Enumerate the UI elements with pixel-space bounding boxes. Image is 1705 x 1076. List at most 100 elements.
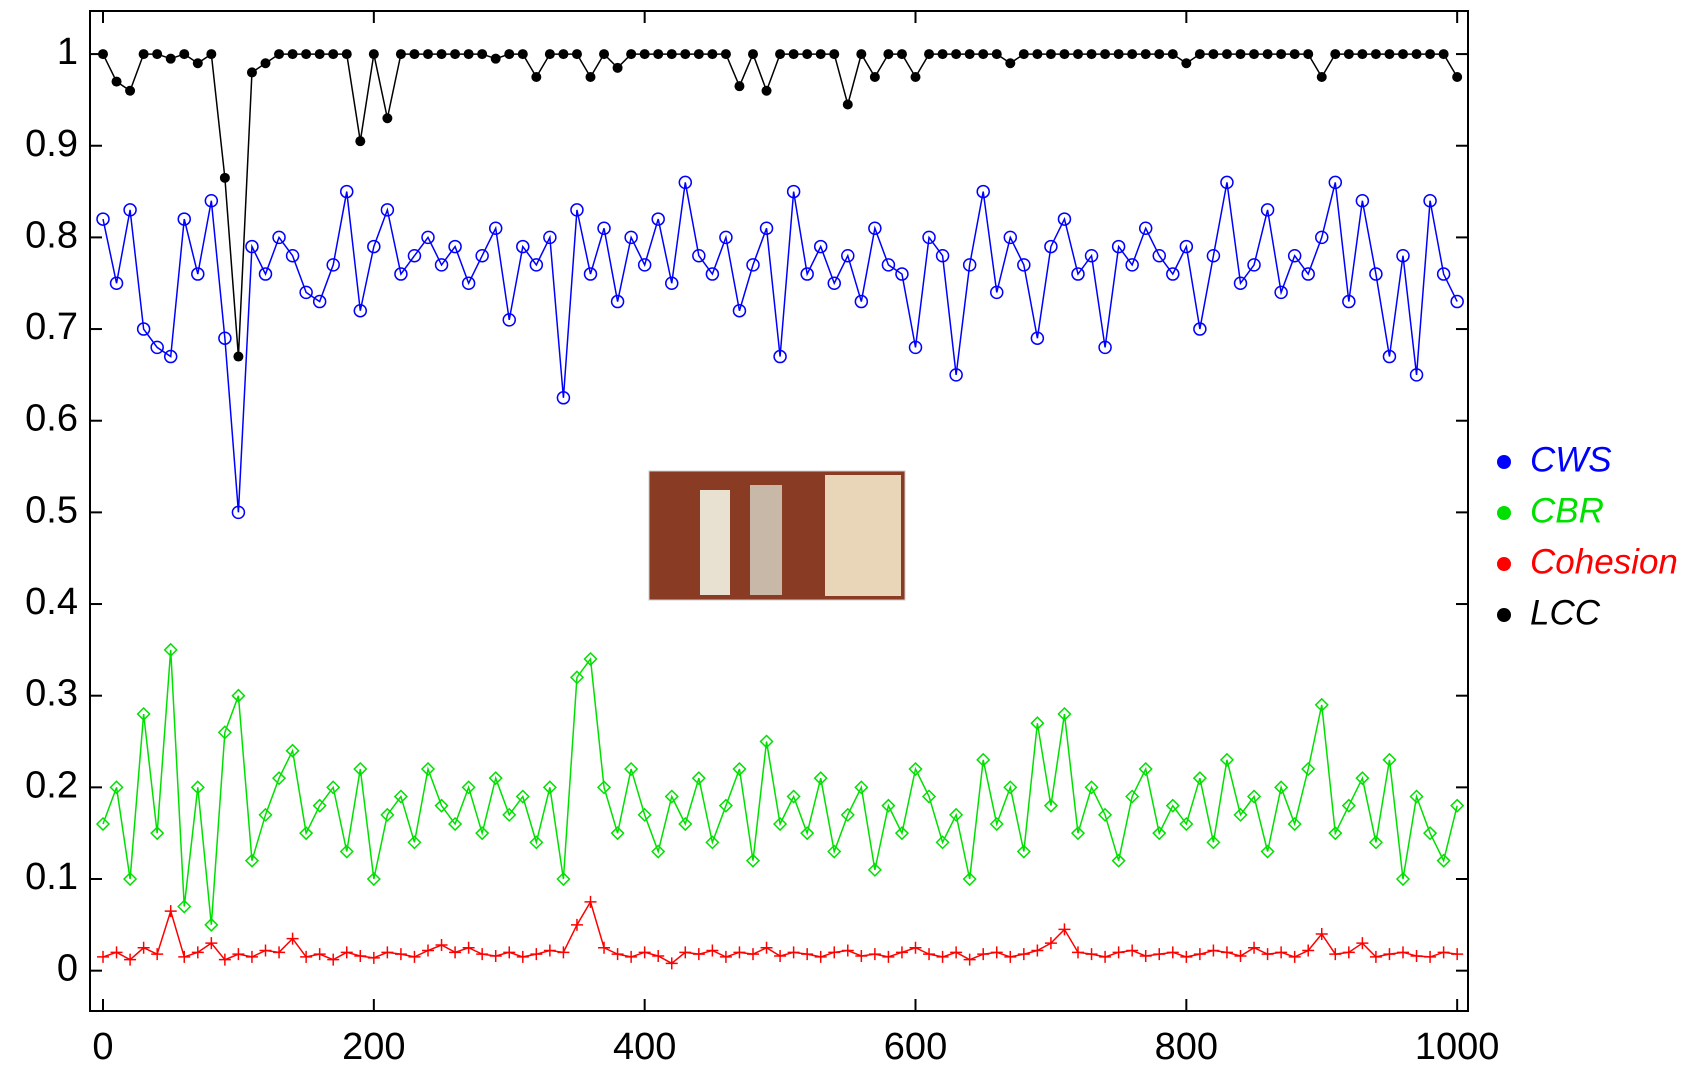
marker (638, 946, 651, 959)
marker (935, 248, 950, 263)
marker (380, 807, 395, 822)
marker (423, 49, 433, 60)
marker (813, 771, 828, 786)
y-tick-label: 1 (57, 31, 78, 73)
y-tick-label: 0.6 (25, 398, 78, 440)
y-tick-label: 0.7 (25, 306, 78, 348)
marker (840, 807, 855, 822)
marker (1165, 798, 1180, 813)
marker (204, 193, 219, 208)
marker (1111, 853, 1126, 868)
marker (924, 49, 935, 60)
marker (394, 948, 407, 961)
marker (1234, 950, 1247, 963)
marker (1303, 49, 1314, 60)
marker (570, 203, 584, 217)
marker (1382, 349, 1397, 364)
series (95, 642, 1465, 932)
marker (488, 771, 503, 786)
marker (759, 734, 774, 749)
marker (855, 950, 868, 963)
marker (786, 789, 801, 804)
marker (556, 391, 571, 405)
marker (1100, 49, 1111, 60)
marker (259, 944, 272, 957)
marker (515, 789, 530, 804)
marker (1181, 58, 1192, 69)
marker (1436, 853, 1451, 868)
marker (123, 871, 138, 887)
marker (136, 322, 151, 336)
marker (1247, 258, 1261, 272)
legend-label: CWS (1530, 440, 1612, 479)
marker (164, 905, 177, 918)
marker (463, 49, 474, 60)
marker (990, 946, 1003, 959)
marker (395, 49, 406, 60)
marker (1356, 937, 1369, 950)
marker (328, 49, 339, 60)
marker (1262, 49, 1273, 60)
marker (327, 953, 340, 966)
marker (666, 49, 677, 60)
marker (271, 771, 287, 786)
marker (639, 49, 650, 60)
marker (719, 230, 733, 245)
marker (773, 349, 787, 364)
marker (748, 49, 758, 60)
marker (1314, 697, 1329, 712)
marker (529, 258, 544, 272)
marker (922, 230, 936, 245)
marker (313, 948, 326, 961)
marker (517, 49, 528, 60)
marker (827, 844, 842, 859)
marker (1437, 946, 1450, 959)
marker (204, 917, 219, 932)
legend-marker (1497, 557, 1511, 571)
marker (299, 285, 313, 300)
marker (964, 49, 975, 60)
marker (746, 258, 760, 272)
marker (300, 950, 313, 963)
y-tick-label: 0.9 (25, 123, 78, 165)
marker (909, 941, 922, 954)
marker (1044, 239, 1058, 254)
marker (1341, 798, 1356, 813)
marker (718, 798, 733, 813)
marker (544, 49, 555, 60)
marker (585, 71, 596, 82)
marker (301, 49, 312, 60)
marker (1425, 49, 1436, 60)
marker (1003, 230, 1018, 245)
marker (1166, 267, 1180, 281)
marker (231, 688, 246, 703)
y-tick-label: 0.3 (25, 673, 78, 715)
marker (340, 184, 354, 199)
marker (341, 49, 352, 60)
marker (218, 331, 232, 345)
y-tick-label: 0.4 (25, 581, 78, 623)
marker (910, 71, 921, 82)
x-tick-label: 600 (884, 1026, 947, 1068)
marker (678, 816, 693, 832)
marker (691, 771, 706, 786)
marker (1424, 950, 1437, 963)
marker (1248, 941, 1261, 954)
marker (854, 294, 869, 309)
marker (502, 313, 516, 327)
marker (584, 895, 597, 908)
marker (1398, 49, 1408, 60)
marker (1328, 175, 1343, 190)
marker (1071, 267, 1085, 281)
marker (1233, 276, 1248, 290)
marker (136, 706, 151, 722)
marker (867, 862, 882, 877)
marker (610, 826, 625, 841)
marker (97, 950, 109, 963)
marker (475, 248, 489, 263)
marker (908, 340, 923, 355)
marker (990, 285, 1004, 300)
marker (299, 826, 314, 841)
marker (1328, 826, 1343, 841)
marker (1111, 239, 1126, 254)
